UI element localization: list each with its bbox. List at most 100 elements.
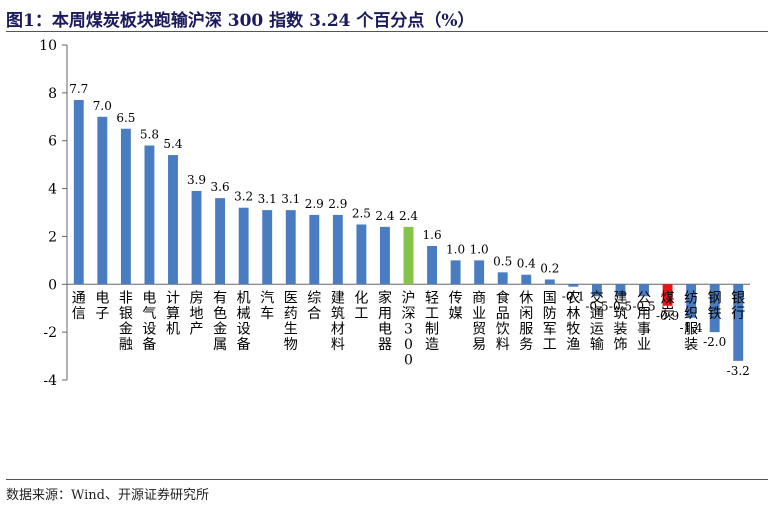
category-label: 农林牧渔 bbox=[566, 290, 580, 353]
data-label: -0.1 bbox=[562, 290, 585, 304]
y-tick-label: 0 bbox=[48, 277, 57, 293]
y-tick-label: -2 bbox=[43, 325, 57, 341]
bar-建筑材料 bbox=[332, 214, 343, 285]
data-label: 1.0 bbox=[446, 242, 465, 256]
y-tick-label: 4 bbox=[48, 182, 57, 198]
data-label: 2.4 bbox=[399, 209, 418, 223]
data-label: 7.0 bbox=[93, 99, 112, 113]
bar-银行 bbox=[733, 284, 744, 361]
data-label: 0.4 bbox=[517, 257, 536, 271]
category-label: 非银金融 bbox=[119, 290, 133, 353]
bar-汽车 bbox=[262, 210, 273, 285]
category-label: 煤炭 bbox=[661, 290, 675, 322]
data-label: 0.5 bbox=[493, 254, 512, 268]
bar-交通运输 bbox=[591, 284, 602, 297]
y-tick-label: 8 bbox=[48, 86, 57, 102]
category-label: 传媒 bbox=[449, 290, 463, 322]
category-label: 家用电器 bbox=[378, 289, 392, 353]
bar-通信 bbox=[73, 100, 84, 285]
data-label: 0.2 bbox=[540, 262, 559, 276]
bar-沪深300 bbox=[403, 226, 414, 285]
data-label: -0.5 bbox=[632, 299, 655, 313]
category-label: 商业贸易 bbox=[472, 290, 486, 353]
bar-计算机 bbox=[168, 155, 178, 285]
bar-休闲服务 bbox=[521, 274, 532, 285]
title-rule bbox=[6, 31, 768, 32]
source-rule bbox=[6, 479, 768, 480]
bar-综合 bbox=[309, 214, 320, 285]
bar-电子 bbox=[97, 116, 108, 285]
y-tick-label: 10 bbox=[39, 38, 57, 54]
data-label: 1.6 bbox=[423, 228, 442, 242]
bar-煤炭 bbox=[662, 284, 673, 306]
bar-商业贸易 bbox=[474, 260, 485, 285]
bar-国防军工 bbox=[544, 279, 555, 285]
data-label: 5.8 bbox=[140, 128, 159, 142]
category-label: 通信 bbox=[72, 290, 86, 322]
bar-轻工制造 bbox=[427, 246, 437, 285]
category-label: 医药生物 bbox=[284, 290, 298, 353]
data-label: 2.4 bbox=[375, 209, 394, 223]
data-label: 6.5 bbox=[116, 111, 135, 125]
data-label: -2.0 bbox=[703, 335, 726, 349]
data-label: -3.2 bbox=[727, 364, 750, 378]
bar-传媒 bbox=[450, 260, 461, 285]
category-label: 交通运输 bbox=[590, 289, 604, 353]
data-label: 3.6 bbox=[211, 180, 230, 194]
bar-食品饮料 bbox=[497, 272, 508, 285]
y-tick-label: 2 bbox=[48, 229, 57, 245]
bar-建筑装饰 bbox=[615, 284, 626, 297]
y-tick-label: -4 bbox=[43, 373, 57, 389]
bar-钢铁 bbox=[709, 284, 720, 333]
category-label: 食品饮料 bbox=[496, 289, 510, 353]
category-label: 钢铁 bbox=[708, 290, 722, 322]
data-label: 2.9 bbox=[305, 197, 324, 211]
category-label: 公用事业 bbox=[637, 290, 651, 353]
data-label: 2.5 bbox=[352, 206, 371, 220]
bar-机械设备 bbox=[238, 207, 249, 285]
bar-有色金属 bbox=[215, 198, 226, 285]
category-label: 银行 bbox=[731, 290, 745, 322]
category-label: 纺织服装 bbox=[684, 290, 698, 353]
category-label: 化工 bbox=[354, 290, 368, 322]
bar-家用电器 bbox=[380, 226, 390, 285]
data-label: -1.4 bbox=[680, 321, 704, 335]
category-label: 房地产 bbox=[190, 290, 204, 337]
category-label: 汽车 bbox=[260, 290, 274, 322]
data-label: -0.9 bbox=[656, 309, 679, 323]
data-label: 3.1 bbox=[281, 192, 300, 206]
bar-电气设备 bbox=[144, 145, 155, 285]
data-label: 3.2 bbox=[234, 190, 253, 204]
bar-chart: -4 -2 0 2 4 6 8 10 7.7 通信 7.0 电子 6.5 非银金融 5.8 电气设备 5.4 计算… bbox=[39, 38, 750, 389]
category-label: 休闲服务 bbox=[519, 290, 533, 353]
bar-公用事业 bbox=[639, 284, 649, 297]
bar-医药生物 bbox=[285, 210, 296, 285]
data-label: 3.9 bbox=[187, 173, 206, 187]
category-label: 电气设备 bbox=[142, 290, 156, 353]
data-label: 7.7 bbox=[69, 82, 88, 96]
category-label: 国防军工 bbox=[543, 290, 557, 353]
category-label: 建筑装饰 bbox=[613, 290, 627, 353]
y-tick-label: 6 bbox=[48, 134, 57, 150]
data-label: -0.5 bbox=[609, 299, 632, 313]
data-label: 5.4 bbox=[163, 137, 182, 151]
category-label: 沪深 3 0 0 bbox=[402, 290, 416, 368]
bar-非银金融 bbox=[120, 128, 131, 285]
category-label: 计算机 bbox=[166, 290, 180, 337]
bar-化工 bbox=[356, 224, 367, 285]
category-label: 建筑材料 bbox=[331, 290, 345, 353]
data-label: -0.5 bbox=[585, 299, 608, 313]
category-label: 有色金属 bbox=[213, 290, 227, 353]
bar-农林牧渔 bbox=[568, 284, 579, 287]
bar-纺织服装 bbox=[686, 284, 697, 318]
bar-房地产 bbox=[191, 190, 202, 285]
data-label: 3.1 bbox=[258, 192, 277, 206]
data-label: 1.0 bbox=[470, 242, 489, 256]
category-label: 综合 bbox=[307, 290, 321, 322]
category-label: 机械设备 bbox=[237, 290, 251, 353]
category-label: 电子 bbox=[95, 290, 109, 322]
source-note: 数据来源：Wind、开源证券研究所 bbox=[6, 488, 209, 503]
chart-title: 图1：本周煤炭板块跑输沪深 300 指数 3.24 个百分点（%） bbox=[6, 11, 475, 31]
category-label: 轻工制造 bbox=[425, 290, 439, 353]
data-label: 2.9 bbox=[328, 197, 347, 211]
